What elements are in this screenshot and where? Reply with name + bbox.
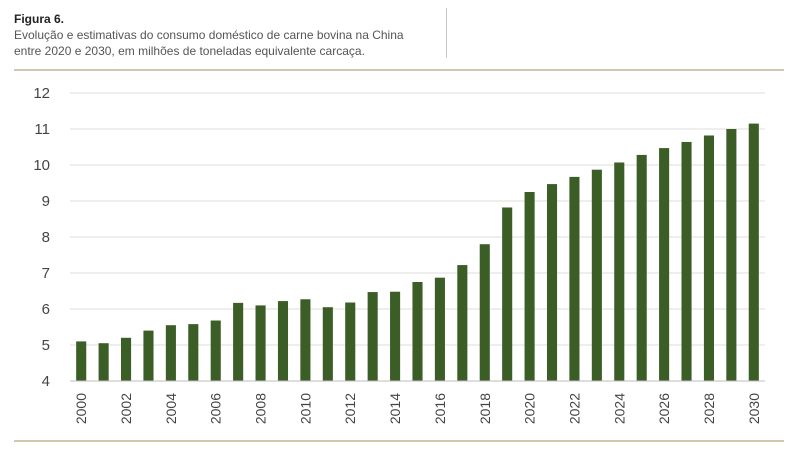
x-tick-label: 2024 [611, 393, 627, 424]
x-tick-label: 2022 [566, 393, 582, 424]
x-tick-label: 2018 [477, 393, 493, 424]
bar-2023 [591, 169, 602, 381]
bar-2017 [457, 265, 468, 381]
bar-2018 [479, 244, 490, 381]
bar-2029 [726, 129, 737, 381]
bar-2014 [390, 291, 401, 381]
y-tick-label: 9 [42, 193, 50, 210]
x-tick-label: 2002 [118, 393, 134, 424]
bar-2026 [659, 148, 670, 381]
x-tick-label: 2028 [701, 393, 717, 424]
bar-2006 [210, 320, 221, 381]
x-tick-label: 2000 [73, 393, 89, 424]
bar-2027 [681, 141, 692, 381]
bar-2016 [434, 277, 445, 381]
y-tick-label: 5 [42, 337, 50, 354]
bar-2020 [524, 192, 535, 381]
y-axis-ticks: 4 5 6 7 8 9 10 11 12 [33, 85, 50, 390]
bar-2007 [233, 302, 244, 381]
bar-2011 [322, 307, 333, 381]
bar-2001 [98, 343, 109, 381]
x-axis-ticks: 2000 2002 2004 2006 2008 2010 2012 2014 2016 2018… [73, 393, 762, 424]
bar-2010 [300, 299, 311, 381]
y-tick-label: 11 [34, 121, 50, 138]
y-tick-label: 4 [42, 373, 50, 390]
y-tick-label: 8 [42, 229, 50, 246]
bar-2000 [76, 341, 87, 381]
y-tick-label: 6 [42, 301, 50, 318]
bar-2022 [569, 176, 580, 381]
bar-2019 [502, 207, 513, 381]
bar-2013 [367, 292, 378, 381]
header-divider [446, 8, 447, 58]
x-tick-label: 2008 [253, 393, 269, 424]
bar-2021 [546, 184, 558, 381]
bar-2024 [614, 162, 625, 381]
x-tick-label: 2020 [522, 393, 538, 424]
x-tick-label: 2026 [656, 393, 672, 424]
x-tick-label: 2006 [208, 393, 224, 424]
y-tick-label: 7 [42, 265, 50, 282]
bottom-rule [14, 440, 784, 442]
bar-2005 [188, 324, 199, 381]
bar-2008 [255, 305, 266, 381]
bar-2003 [143, 330, 154, 381]
bars [76, 123, 759, 381]
figure-label: Figura 6. [14, 12, 65, 26]
x-tick-label: 2012 [342, 393, 358, 424]
bar-2025 [636, 154, 647, 381]
y-tick-label: 12 [33, 85, 50, 102]
y-tick-label: 10 [33, 157, 50, 174]
bar-2009 [277, 301, 289, 381]
bar-2030 [748, 123, 759, 381]
figure-caption: Evolução e estimativas do consumo domést… [14, 28, 404, 58]
top-rule [14, 69, 784, 71]
bar-2002 [121, 337, 132, 381]
x-tick-label: 2010 [297, 393, 313, 424]
x-tick-label: 2030 [746, 393, 762, 424]
x-tick-label: 2016 [432, 393, 448, 424]
bar-2015 [412, 282, 423, 381]
x-tick-label: 2014 [387, 393, 403, 424]
x-tick-label: 2004 [163, 393, 179, 424]
bar-2012 [345, 302, 356, 381]
bar-2028 [703, 135, 714, 381]
bar-2004 [165, 325, 176, 381]
